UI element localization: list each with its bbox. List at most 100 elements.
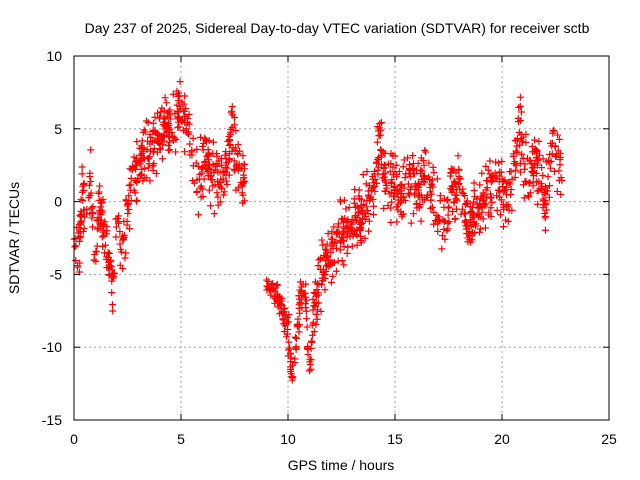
data-point — [433, 175, 441, 183]
data-point — [371, 176, 379, 184]
data-point — [476, 181, 484, 189]
x-tick-label: 15 — [387, 431, 403, 447]
data-point — [116, 240, 124, 248]
data-point — [515, 103, 523, 111]
data-point — [331, 239, 339, 247]
data-point — [161, 94, 169, 102]
data-point — [145, 154, 153, 162]
data-point — [455, 173, 463, 181]
data-point — [482, 162, 490, 170]
data-point — [401, 174, 409, 182]
data-point — [427, 204, 435, 212]
data-point — [345, 224, 353, 232]
data-points — [70, 78, 566, 384]
data-point — [122, 197, 130, 205]
data-point — [406, 161, 414, 169]
data-point — [347, 218, 355, 226]
data-point — [217, 154, 225, 162]
data-point — [348, 220, 356, 228]
data-point — [368, 186, 376, 194]
data-point — [494, 186, 502, 194]
data-point — [180, 148, 188, 156]
data-point — [121, 254, 129, 262]
data-point — [86, 169, 94, 177]
data-point — [292, 334, 300, 342]
data-point — [444, 204, 452, 212]
data-point — [539, 195, 547, 203]
data-point — [470, 179, 478, 187]
data-point — [127, 174, 135, 182]
data-point — [471, 229, 479, 237]
data-point — [390, 183, 398, 191]
data-point — [319, 241, 327, 249]
data-point — [534, 200, 542, 208]
data-point — [186, 151, 194, 159]
data-point — [517, 135, 525, 143]
x-tick-label: 10 — [280, 431, 296, 447]
data-point — [453, 185, 461, 193]
data-point — [173, 87, 181, 95]
data-point — [353, 241, 361, 249]
data-point — [80, 213, 88, 221]
data-point — [141, 128, 149, 136]
data-point — [427, 196, 435, 204]
data-point — [344, 243, 352, 251]
data-point — [380, 204, 388, 212]
data-point — [146, 177, 154, 185]
data-point — [539, 155, 547, 163]
data-point — [423, 193, 431, 201]
data-point — [152, 170, 160, 178]
data-point — [487, 204, 495, 212]
data-point — [359, 171, 367, 179]
data-point — [199, 146, 207, 154]
data-point — [496, 187, 504, 195]
data-point — [200, 175, 208, 183]
chart-title: Day 237 of 2025, Sidereal Day-to-day VTE… — [85, 20, 590, 36]
data-point — [186, 140, 194, 148]
data-point — [136, 171, 144, 179]
data-point — [387, 160, 395, 168]
data-point — [449, 208, 457, 216]
data-point — [516, 93, 524, 101]
data-point — [348, 242, 356, 250]
data-point — [381, 187, 389, 195]
data-point — [155, 114, 163, 122]
data-point — [205, 161, 213, 169]
data-point — [485, 208, 493, 216]
data-point — [535, 137, 543, 145]
data-point — [98, 233, 106, 241]
data-point — [493, 192, 501, 200]
data-point — [318, 274, 326, 282]
data-point — [267, 291, 275, 299]
data-point — [496, 193, 504, 201]
data-point — [393, 218, 401, 226]
data-point — [308, 331, 316, 339]
data-point — [327, 278, 335, 286]
data-point — [180, 100, 188, 108]
data-point — [85, 181, 93, 189]
data-point — [556, 153, 564, 161]
data-point — [317, 307, 325, 315]
data-point — [213, 152, 221, 160]
data-point — [516, 159, 524, 167]
x-tick-label: 5 — [177, 431, 185, 447]
data-point — [221, 151, 229, 159]
data-point — [99, 243, 107, 251]
data-point — [455, 166, 463, 174]
data-point — [427, 180, 435, 188]
data-point — [428, 190, 436, 198]
data-point — [239, 152, 247, 160]
data-point — [381, 169, 389, 177]
data-point — [401, 197, 409, 205]
data-point — [222, 148, 230, 156]
data-point — [344, 228, 352, 236]
data-point — [117, 245, 125, 253]
data-point — [287, 365, 295, 373]
data-point — [414, 193, 422, 201]
data-point — [194, 162, 202, 170]
data-point — [104, 258, 112, 266]
data-point — [197, 182, 205, 190]
data-point — [99, 195, 107, 203]
data-point — [458, 188, 466, 196]
data-point — [80, 224, 88, 232]
